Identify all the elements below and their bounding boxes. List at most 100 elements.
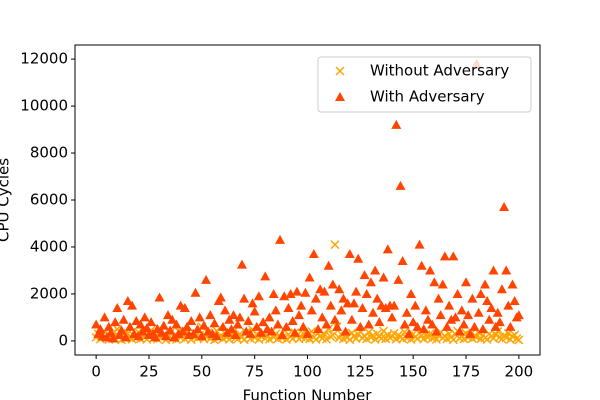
triangle-marker [163,310,173,320]
triangle-marker [243,315,254,325]
x-marker [364,327,374,337]
x-tick-label: 200 [505,363,534,381]
triangle-marker [135,319,146,329]
triangle-marker [196,331,207,341]
triangle-marker [258,317,269,327]
x-tick-label: 100 [293,363,322,381]
triangle-marker [363,319,374,329]
triangle-marker [368,307,379,317]
triangle-marker [321,319,332,329]
triangle-marker [116,325,127,335]
x-tick-label: 25 [139,363,158,381]
triangle-marker [397,256,408,266]
triangle-marker [177,326,188,336]
triangle-marker [209,318,220,328]
triangle-marker [463,310,474,320]
y-tick-label: 2000 [30,284,68,302]
triangle-marker [359,270,370,280]
triangle-marker [505,321,516,331]
triangle-marker [298,321,309,331]
triangle-marker [160,331,171,341]
x-marker [328,330,338,340]
triangle-marker [393,274,404,284]
triangle-marker [323,260,334,270]
triangle-marker [124,321,135,331]
y-tick-label: 0 [58,331,68,349]
triangle-marker [454,326,465,336]
plot-area [91,58,524,345]
triangle-marker [272,319,283,329]
triangle-marker [283,303,294,313]
triangle-marker [249,306,260,316]
triangle-marker [118,314,129,324]
triangle-marker [412,321,423,331]
triangle-marker [120,332,131,342]
legend-marker [335,92,345,101]
triangle-marker [234,312,245,322]
triangle-marker [355,321,366,331]
triangle-marker [101,332,112,342]
triangle-marker [452,288,463,298]
triangle-marker [427,319,438,329]
triangle-marker [351,286,362,296]
triangle-marker [370,265,381,275]
x-tick-label: 175 [452,363,481,381]
triangle-marker [294,310,305,320]
triangle-marker [220,305,231,315]
triangle-marker [344,249,355,259]
triangle-marker [317,312,328,322]
triangle-marker [108,333,119,343]
triangle-marker [302,328,313,338]
triangle-marker [253,291,264,301]
triangle-marker [420,305,431,315]
triangle-marker [334,284,345,294]
triangle-marker [139,312,150,322]
triangle-marker [127,300,138,310]
triangle-marker [167,314,178,324]
triangle-marker [435,310,446,320]
triangle-marker [408,317,419,327]
triangle-marker [439,251,450,261]
legend-marker [335,66,345,76]
triangle-marker [270,305,281,315]
triangle-marker [425,265,436,275]
triangle-marker [372,293,383,303]
triangle-marker [217,321,228,331]
triangle-marker [389,300,400,310]
triangle-marker [437,279,448,289]
triangle-marker [401,307,412,317]
triangle-marker [325,300,336,310]
triangle-marker [482,295,493,305]
triangle-marker [192,324,203,334]
triangle-marker [264,312,275,322]
triangle-marker [431,326,442,336]
triangle-marker [374,317,385,327]
triangle-marker [133,331,144,341]
y-tick-label: 8000 [30,144,68,162]
triangle-marker [279,291,290,301]
triangle-marker [277,330,288,340]
triangle-marker [260,271,271,281]
triangle-marker [406,288,417,298]
triangle-marker [414,239,425,249]
triangle-marker [179,303,190,313]
triangle-marker [456,305,467,315]
x-tick-label: 150 [399,363,428,381]
legend-box [317,56,532,113]
triangle-marker [158,320,169,330]
triangle-marker [236,259,247,269]
legend-label: Without Adversary [370,62,509,80]
x-marker [330,240,340,250]
triangle-marker [442,321,452,331]
triangle-marker [186,315,197,325]
triangle-marker [205,310,216,320]
triangle-marker [473,307,484,317]
triangle-marker [403,328,414,338]
triangle-marker [141,322,152,332]
triangle-marker [327,279,338,289]
triangle-marker [194,312,205,322]
triangle-marker [266,326,277,336]
x-marker [514,335,524,345]
triangle-marker [382,244,393,254]
triangle-marker [378,272,389,282]
